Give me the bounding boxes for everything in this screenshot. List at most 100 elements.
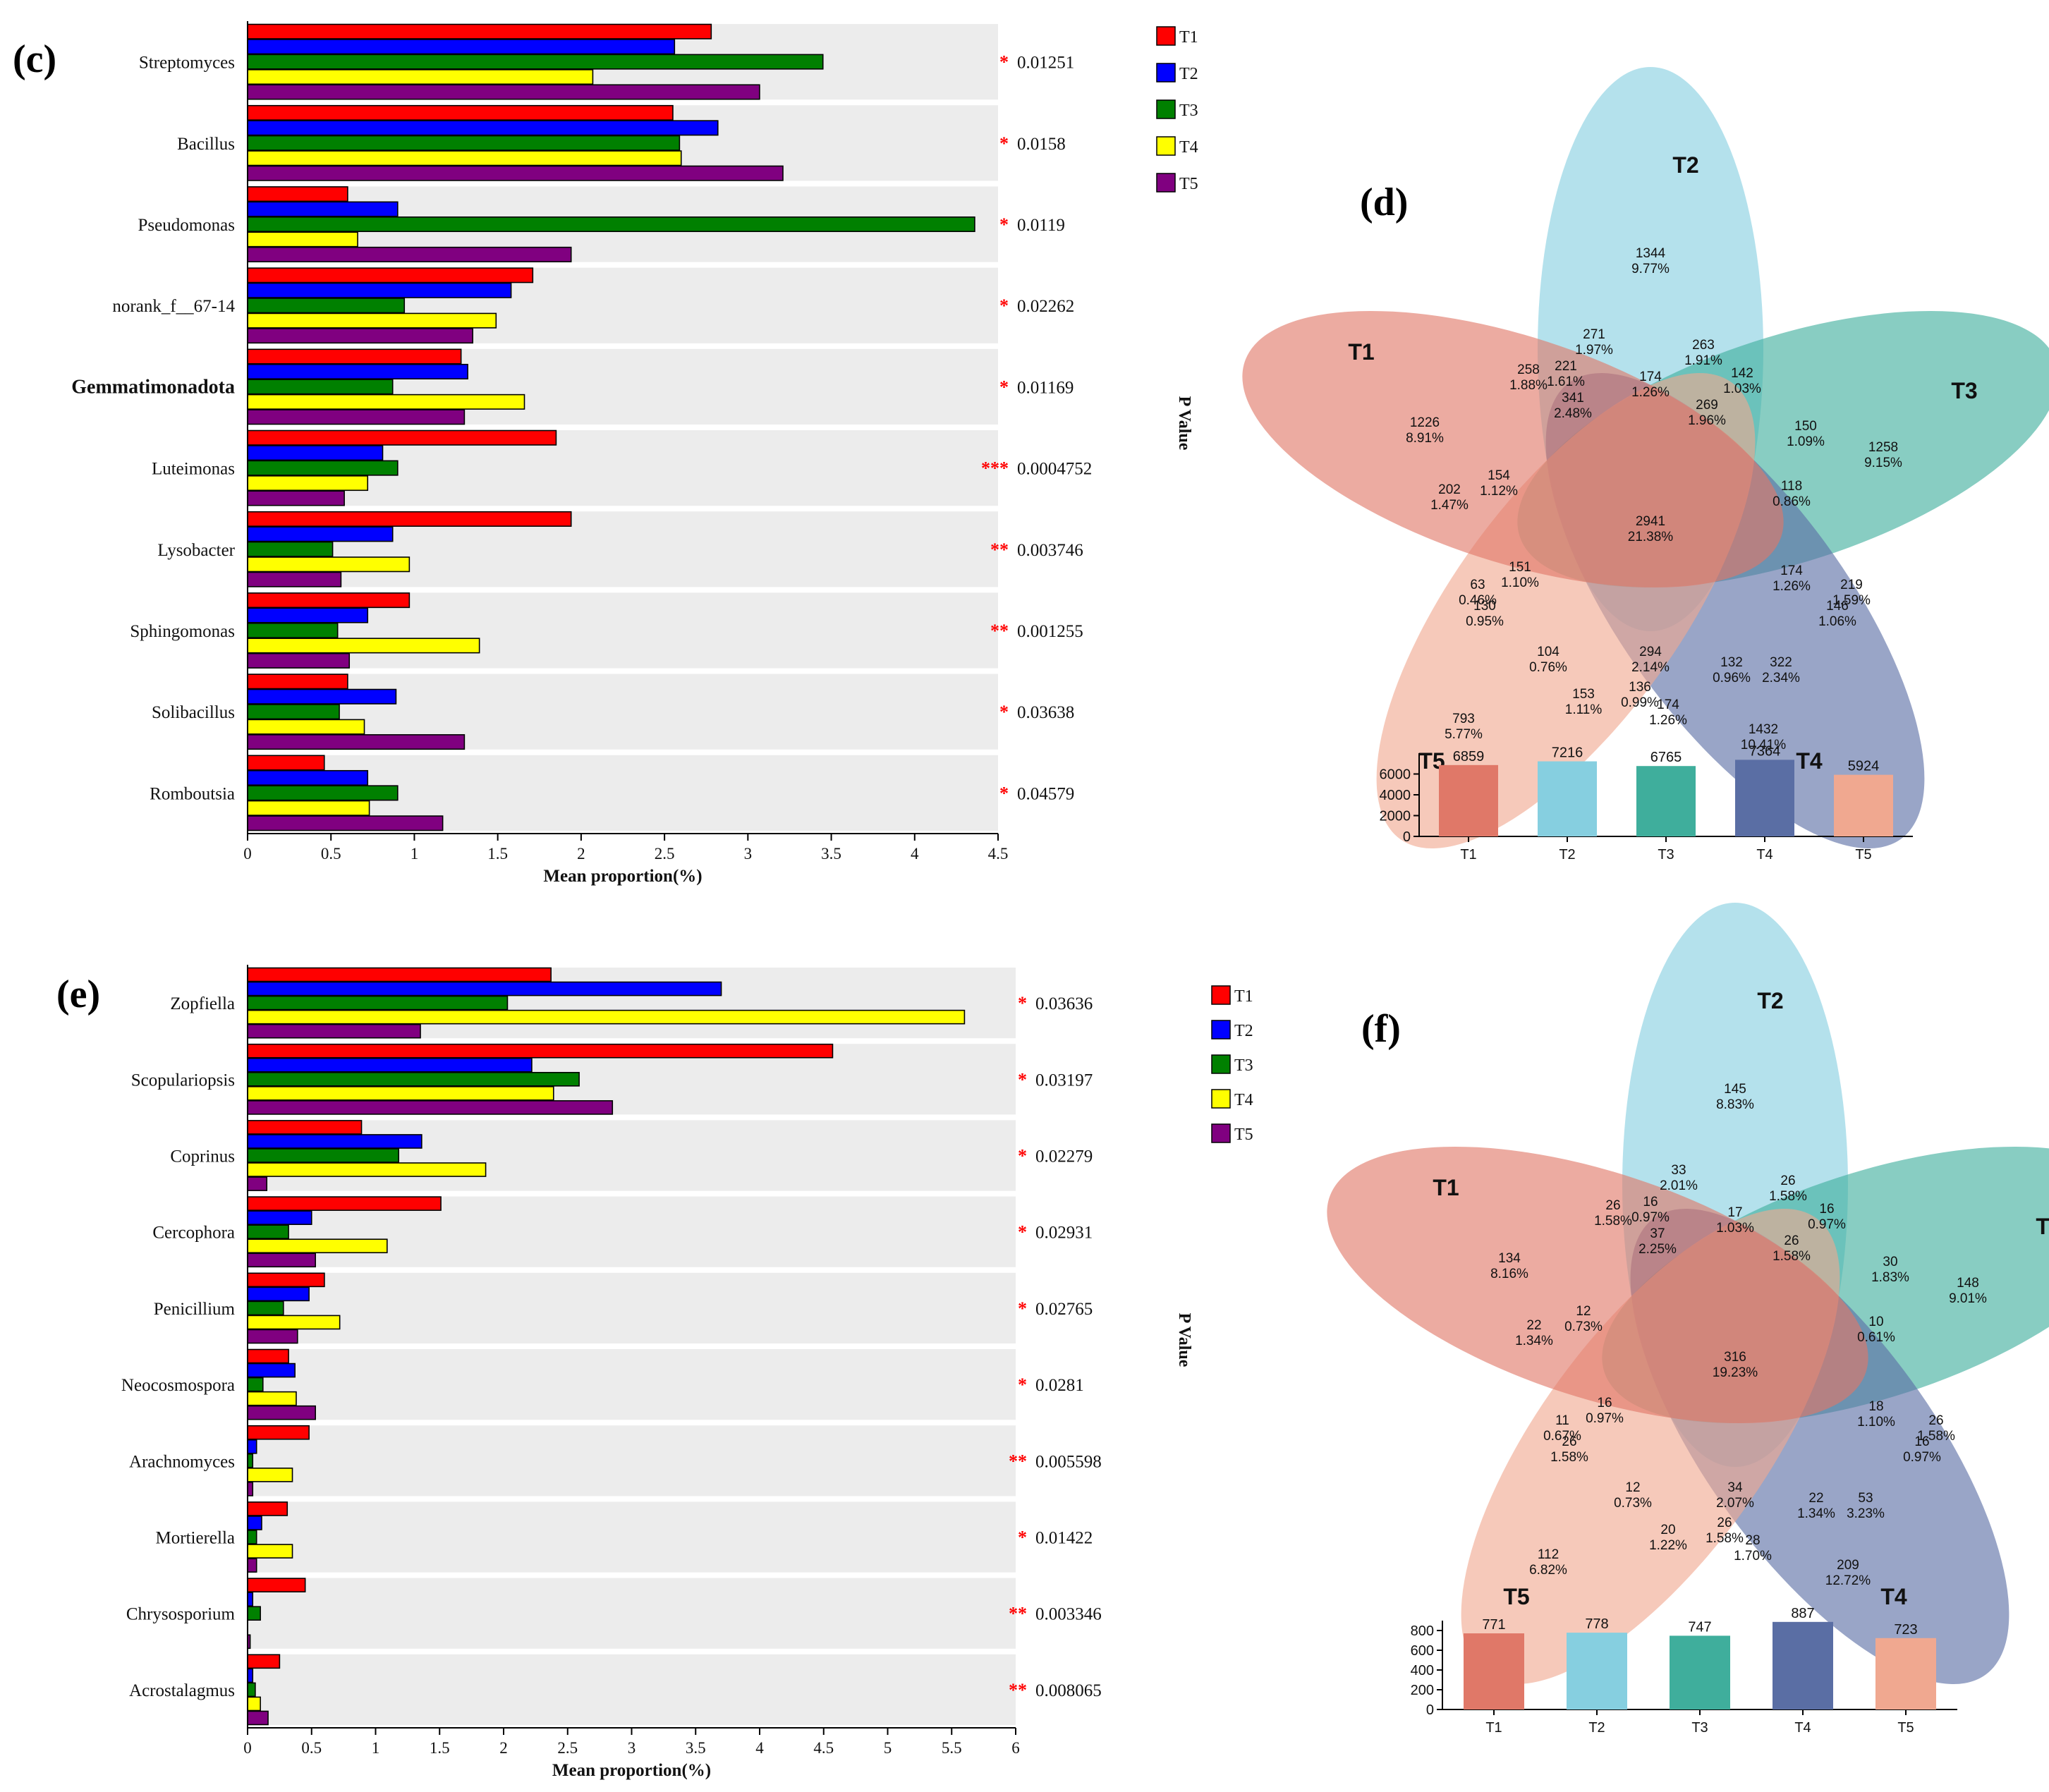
venn-region-percent: 1.58% [1917,1429,1955,1444]
category-label: Coprinus [170,1147,235,1166]
venn-region-percent: 9.15% [1864,456,1902,470]
bar-t3 [247,995,509,1011]
category-label: norank_f__67-14 [112,297,235,316]
p-value-label: 0.01251 [1017,54,1074,73]
totals-x-tick-label: T2 [1588,1720,1605,1736]
significance-stars: * [999,133,1009,154]
significance-stars: * [1018,1528,1027,1548]
bar-t4 [247,800,370,816]
venn-region: 630.46% [1459,578,1497,608]
venn-region-percent: 9.01% [1949,1291,1987,1306]
venn-region-percent: 1.26% [1649,713,1687,728]
totals-bar-value: 771 [1482,1617,1505,1633]
x-tick-label: 0.5 [321,845,341,863]
venn-region-percent: 1.58% [1769,1189,1807,1204]
totals-bar-t5 [1834,774,1893,836]
bar-t5 [247,571,342,587]
panel-e: Zopfiella * 0.03636 Scopulariopsis * 0.03197 C… [56,965,1253,1780]
venn-region-percent: 1.70% [1734,1549,1772,1564]
x-tick-label: 4.5 [813,1739,834,1757]
venn-region-count: 22 [1808,1491,1823,1506]
bar-t3 [247,1530,257,1544]
venn-set-label: T3 [1951,378,1977,403]
venn-region: 261.58% [1917,1413,1955,1444]
p-value-label: 0.01169 [1017,378,1074,397]
panel-label: (d) [1360,181,1408,224]
venn-region: 261.58% [1550,1434,1588,1465]
bar-t3 [247,379,394,395]
venn-region: 160.97% [1808,1202,1846,1232]
venn-region: 261.58% [1773,1233,1811,1264]
bar-t4 [247,1315,341,1330]
totals-x-tick-label: T4 [1794,1720,1811,1736]
x-tick-label: 6 [1011,1739,1020,1757]
venn-region-count: 316 [1724,1350,1746,1365]
totals-bar-value: 7364 [1749,743,1781,759]
venn-region: 261.58% [1594,1198,1632,1229]
venn-region-count: 20 [1660,1523,1675,1537]
panel-c: Streptomyces * 0.01251 Bacillus * 0.0158 Pseud… [13,21,1198,886]
totals-x-tick-label: T3 [1691,1720,1708,1736]
p-value-label: 0.008065 [1035,1681,1102,1700]
significance-stars: ** [990,621,1009,641]
significance-stars: * [1018,1069,1027,1090]
bar-t1 [247,1120,363,1135]
bar-t1 [247,967,552,982]
bar-t4 [247,394,525,410]
venn-region-count: 145 [1724,1082,1746,1097]
venn-region-percent: 0.97% [1586,1411,1624,1426]
x-axis-title: Mean proportion(%) [543,867,702,886]
venn-region-count: 174 [1780,563,1803,578]
venn-set-label: T1 [1348,339,1374,365]
venn-diagram [1327,903,2049,1684]
venn-region: 160.97% [1903,1434,1941,1465]
significance-stars: * [999,295,1009,316]
category-band [248,1272,1016,1343]
bar-t4 [247,1544,293,1559]
legend-label: T3 [1179,102,1198,120]
venn-region-percent: 2.34% [1762,671,1800,685]
bar-t4 [247,638,480,654]
venn-region-count: 1344 [1636,246,1666,261]
venn-region-count: 146 [1826,599,1849,614]
venn-region: 221.34% [1797,1491,1835,1521]
venn-region-percent: 1.22% [1649,1538,1687,1553]
venn-petal-t1 [1242,310,1784,588]
venn-region: 120.73% [1564,1304,1603,1334]
bar-t2 [247,1592,254,1607]
p-value-label: 0.001255 [1017,622,1083,641]
significance-stars: * [999,377,1009,397]
venn-region-count: 209 [1837,1558,1859,1573]
bar-t5 [247,734,466,750]
venn-region-percent: 0.97% [1631,1210,1670,1225]
category-label: Cercophora [152,1224,235,1243]
venn-region-percent: 1.88% [1509,378,1548,393]
venn-region-percent: 6.82% [1529,1563,1567,1578]
venn-region: 342.07% [1716,1480,1754,1511]
x-tick-label: 0 [243,1739,252,1757]
venn-region-count: 53 [1858,1491,1873,1506]
venn-region-percent: 19.23% [1713,1365,1758,1380]
venn-region-count: 174 [1657,697,1679,712]
x-tick-label: 3.5 [821,845,841,863]
venn-region-percent: 2.48% [1554,406,1592,421]
category-label: Acrostalagmus [129,1681,235,1700]
venn-region-percent: 2.14% [1631,660,1670,675]
venn-region-percent: 0.73% [1614,1496,1652,1511]
bar-t2 [247,1057,533,1073]
venn-region-count: 221 [1555,359,1577,374]
venn-diagram [1242,67,2049,848]
legend-swatch [1156,99,1176,119]
legend-swatch [1211,1020,1231,1040]
venn-region-count: 26 [1780,1174,1795,1188]
bar-t3 [247,298,406,314]
